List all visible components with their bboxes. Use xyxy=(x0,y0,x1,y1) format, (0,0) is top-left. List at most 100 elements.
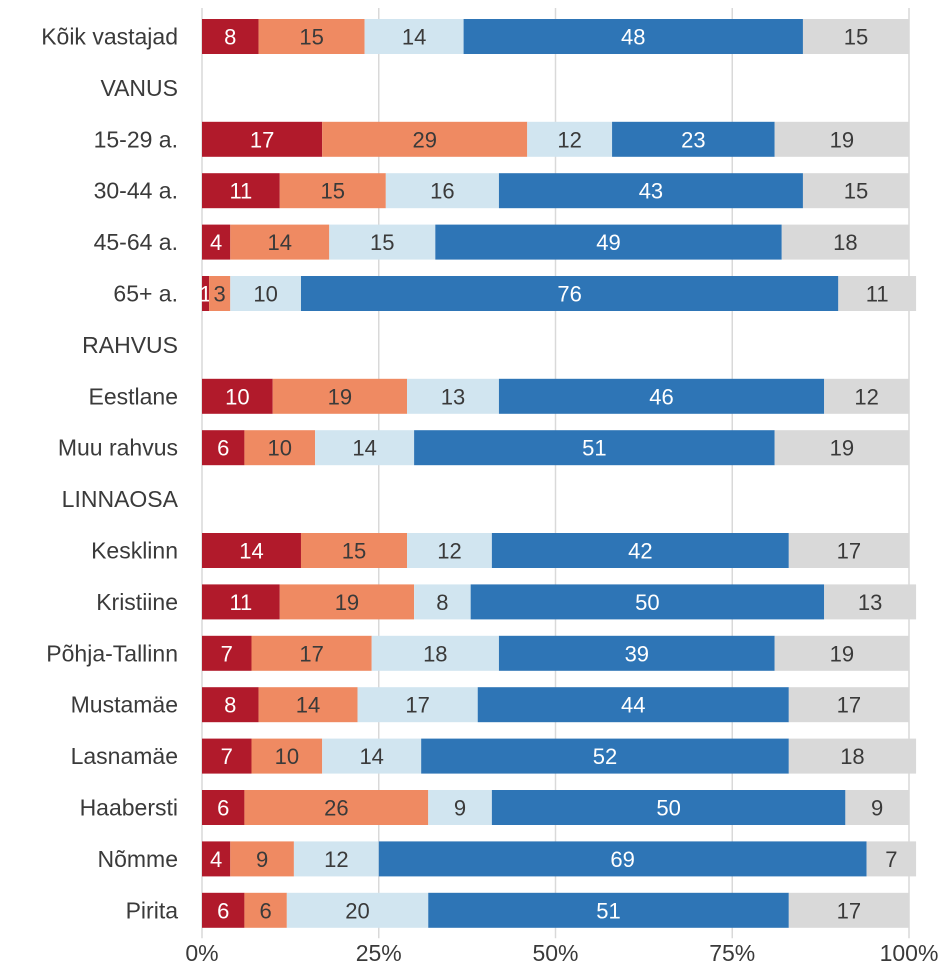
bar-segment xyxy=(258,687,358,723)
bar-segment xyxy=(491,790,846,825)
gridlines xyxy=(201,8,910,939)
data-label: 15 xyxy=(844,25,868,50)
data-label: 10 xyxy=(253,282,277,307)
data-label: 19 xyxy=(830,641,854,666)
data-label: 51 xyxy=(582,436,606,461)
category-label: LINNAOSA xyxy=(62,486,179,512)
bar-segment xyxy=(202,533,301,568)
bar-segment xyxy=(202,276,210,311)
data-label: 26 xyxy=(324,796,348,821)
data-label: 14 xyxy=(268,230,292,255)
bar-segment xyxy=(774,635,909,671)
bar-segment xyxy=(357,687,478,723)
bar-segment xyxy=(322,738,422,774)
data-label: 18 xyxy=(423,641,447,666)
data-label: 15 xyxy=(370,230,394,255)
data-label: 15 xyxy=(342,539,366,564)
data-label: 52 xyxy=(593,744,617,769)
bar-segment xyxy=(788,892,909,928)
bar-segment xyxy=(300,533,408,568)
category-label: 65+ a. xyxy=(113,281,178,307)
bar-segment xyxy=(202,687,259,723)
data-label: 14 xyxy=(296,693,320,718)
category-label: RAHVUS xyxy=(82,332,178,358)
data-label: 48 xyxy=(621,25,645,50)
category-label: Lasnamäe xyxy=(71,743,178,769)
data-label: 1 xyxy=(199,282,211,307)
data-label: 11 xyxy=(229,590,252,615)
data-label: 15 xyxy=(321,179,345,204)
data-label: 17 xyxy=(299,641,323,666)
category-label: Pirita xyxy=(126,897,179,923)
data-label: 8 xyxy=(224,25,236,50)
bar-segment xyxy=(202,841,231,877)
bar-segment xyxy=(612,121,775,157)
data-label: 14 xyxy=(359,744,383,769)
bar-segment xyxy=(498,378,825,414)
category-label: Haabersti xyxy=(80,795,178,821)
category-label: Nõmme xyxy=(97,846,178,872)
bar-segment xyxy=(251,738,323,774)
data-label: 8 xyxy=(224,693,236,718)
bar-segment xyxy=(774,430,909,466)
bar-segment xyxy=(202,584,280,620)
bar-segment xyxy=(202,121,323,157)
data-label: 9 xyxy=(256,847,268,872)
bar-segment xyxy=(251,635,372,671)
data-label: 3 xyxy=(214,282,226,307)
data-label: 17 xyxy=(405,693,429,718)
bar-segment xyxy=(774,121,909,157)
data-label: 43 xyxy=(639,179,663,204)
bar-segment xyxy=(407,533,492,568)
bar-segment xyxy=(788,533,909,568)
bar-segment xyxy=(371,635,499,671)
data-label: 13 xyxy=(858,590,882,615)
bar-segment xyxy=(202,19,259,54)
bar-segment xyxy=(781,224,909,260)
data-label: 6 xyxy=(217,898,229,923)
data-label: 10 xyxy=(275,744,299,769)
data-label: 19 xyxy=(335,590,359,615)
data-label: 19 xyxy=(328,384,352,409)
data-label: 17 xyxy=(837,693,861,718)
data-label: 6 xyxy=(260,898,272,923)
category-labels: Kõik vastajad VANUS 15-29 a. 30-44 a. 45-64 … xyxy=(41,24,178,924)
category-label: Kristiine xyxy=(96,589,178,615)
data-label: 39 xyxy=(625,641,649,666)
data-label: 17 xyxy=(837,898,861,923)
data-label: 4 xyxy=(210,847,222,872)
data-label: 69 xyxy=(610,847,634,872)
bar-segment xyxy=(802,173,909,209)
bar-segment xyxy=(824,584,917,620)
category-label: Muu rahvus xyxy=(58,435,178,461)
bar-segment xyxy=(428,790,492,825)
bar-segment xyxy=(244,430,316,466)
data-label: 12 xyxy=(437,539,461,564)
data-label: 17 xyxy=(837,539,861,564)
data-label: 6 xyxy=(217,796,229,821)
data-label: 50 xyxy=(656,796,680,821)
x-tick-label: 50% xyxy=(532,940,578,966)
bar-segment xyxy=(202,224,231,260)
bar-segment xyxy=(845,790,909,825)
category-label: Kesklinn xyxy=(91,538,178,564)
x-tick-label: 75% xyxy=(709,940,755,966)
bar-segment xyxy=(491,533,789,568)
data-label: 14 xyxy=(239,539,263,564)
bar-segment xyxy=(414,584,471,620)
bar-segment xyxy=(477,687,789,723)
x-tick-label: 0% xyxy=(185,940,218,966)
bar-segment xyxy=(824,378,909,414)
data-label: 18 xyxy=(833,230,857,255)
bar-segment xyxy=(527,121,613,157)
bar-segment xyxy=(279,584,415,620)
x-tick-label: 25% xyxy=(356,940,402,966)
data-label: 4 xyxy=(210,230,222,255)
data-label: 7 xyxy=(885,847,897,872)
category-label: Eestlane xyxy=(88,383,178,409)
data-label: 10 xyxy=(225,384,249,409)
data-label: 12 xyxy=(557,127,581,152)
data-label: 19 xyxy=(830,436,854,461)
bar-segment xyxy=(202,738,252,774)
category-label: 15-29 a. xyxy=(94,126,178,152)
